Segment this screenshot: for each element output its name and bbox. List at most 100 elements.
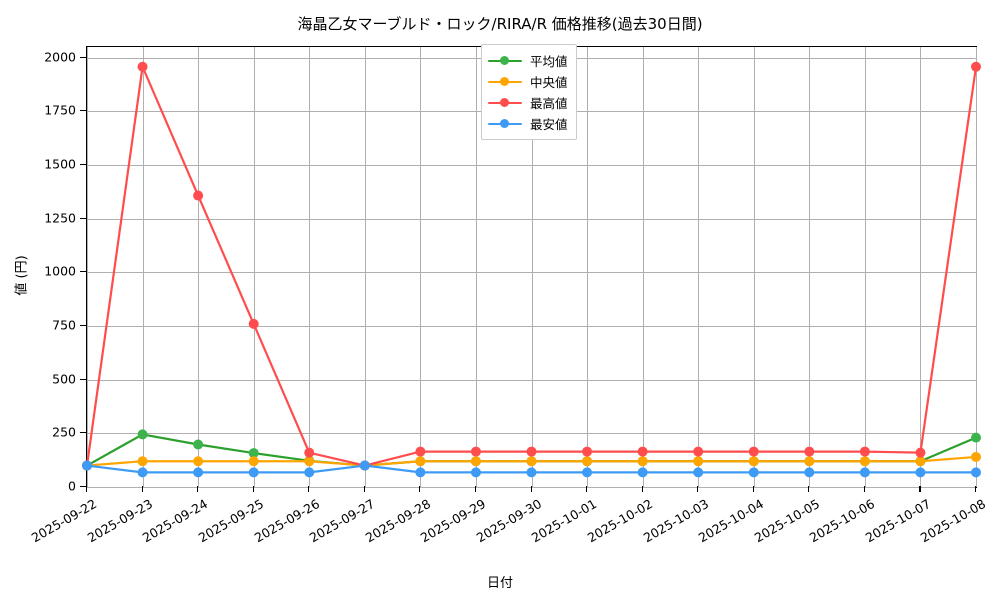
data-point (526, 446, 537, 457)
y-axis-tick-labels: 0 250 500 750 1000 1250 1500 1750 2000 (0, 46, 76, 493)
gridline-vertical (475, 47, 477, 487)
data-point (137, 429, 148, 440)
x-tick-mark (363, 486, 365, 492)
legend-item-平均値[interactable]: 平均値 (488, 50, 568, 71)
legend-marker-dot (500, 98, 509, 107)
data-point (248, 456, 259, 467)
y-tick-mark (80, 110, 86, 112)
gridline-vertical (976, 47, 977, 487)
x-tick-mark (752, 486, 754, 492)
data-point (804, 446, 815, 457)
data-point (248, 467, 259, 478)
gridline-vertical (642, 47, 644, 487)
y-tick-mark (80, 325, 86, 327)
gridline-vertical (142, 47, 144, 487)
chart-legend: 平均値中央値最高値最安値 (481, 44, 577, 140)
series-layer (82, 61, 981, 478)
y-tick-label: 1250 (44, 210, 76, 226)
y-tick-label: 1000 (44, 263, 76, 279)
data-point (748, 446, 759, 457)
x-tick-mark (586, 486, 588, 492)
data-point (748, 467, 759, 478)
gridline-vertical (87, 47, 88, 487)
y-tick-mark (80, 217, 86, 219)
x-tick-mark (863, 486, 865, 492)
data-point (915, 447, 926, 458)
gridline-vertical (864, 47, 866, 487)
y-tick-mark (80, 378, 86, 380)
data-point (637, 446, 648, 457)
y-tick-label: 750 (52, 317, 76, 333)
data-point (304, 456, 315, 467)
y-tick-mark (80, 56, 86, 58)
legend-label: 平均値 (530, 54, 568, 69)
x-tick-mark (808, 486, 810, 492)
data-point (582, 467, 593, 478)
data-point (748, 456, 759, 467)
y-axis-label: 値 (円) (14, 255, 30, 296)
legend-marker-dot (500, 56, 509, 65)
gridline-vertical (420, 47, 422, 487)
data-point (470, 456, 481, 467)
legend-item-最高値[interactable]: 最高値 (488, 92, 568, 113)
data-point (193, 467, 204, 478)
x-tick-mark (919, 486, 921, 492)
series-最高値 (82, 61, 981, 471)
x-tick-mark (474, 486, 477, 492)
data-point (693, 467, 704, 478)
y-tick-mark (80, 486, 86, 488)
legend-item-中央値[interactable]: 中央値 (488, 71, 568, 92)
data-point (971, 451, 981, 462)
data-point (526, 456, 537, 467)
series-最安値 (82, 460, 981, 478)
data-point (137, 61, 148, 72)
legend-swatch-icon (488, 76, 522, 88)
x-tick-mark (641, 486, 643, 492)
y-tick-label: 500 (52, 371, 76, 387)
data-point (915, 467, 926, 478)
legend-marker-dot (500, 119, 509, 128)
chart-title: 海晶乙女マーブルド・ロック/RIRA/R 価格推移(過去30日間) (297, 15, 703, 33)
x-tick-mark (141, 486, 143, 492)
y-axis-tick-marks (0, 46, 86, 488)
data-point (804, 456, 815, 467)
gridline-vertical (809, 47, 811, 487)
data-point (971, 61, 981, 72)
data-point (248, 318, 259, 329)
legend-label: 中央値 (530, 75, 568, 90)
gridline-vertical (531, 47, 533, 487)
x-tick-mark (252, 486, 254, 492)
data-point (304, 467, 315, 478)
legend-label: 最高値 (530, 96, 568, 111)
y-tick-label: 250 (52, 424, 76, 440)
x-tick-mark (419, 486, 421, 492)
data-point (415, 456, 426, 467)
gridline-vertical (698, 47, 700, 487)
gridline-vertical (920, 47, 922, 487)
legend-swatch-icon (488, 118, 522, 130)
data-point (359, 460, 370, 471)
gridline-vertical (753, 47, 755, 487)
legend-item-最安値[interactable]: 最安値 (488, 113, 568, 134)
data-point (693, 446, 704, 457)
y-tick-mark (80, 164, 86, 166)
data-point (859, 456, 870, 467)
legend-swatch-icon (488, 55, 522, 67)
data-point (470, 446, 481, 457)
x-axis-label: 日付 (486, 576, 513, 591)
x-tick-mark (530, 486, 532, 492)
data-point (637, 467, 648, 478)
gridline-vertical (364, 47, 366, 487)
data-point (859, 467, 870, 478)
y-tick-mark (80, 271, 86, 273)
data-point (804, 467, 815, 478)
legend-marker-dot (500, 77, 509, 86)
x-axis-tick-marks (86, 486, 977, 494)
y-tick-label: 1500 (44, 156, 76, 172)
data-point (637, 456, 648, 467)
y-tick-mark (80, 432, 86, 434)
data-point (693, 456, 704, 467)
data-point (415, 446, 426, 457)
data-point (526, 467, 537, 478)
